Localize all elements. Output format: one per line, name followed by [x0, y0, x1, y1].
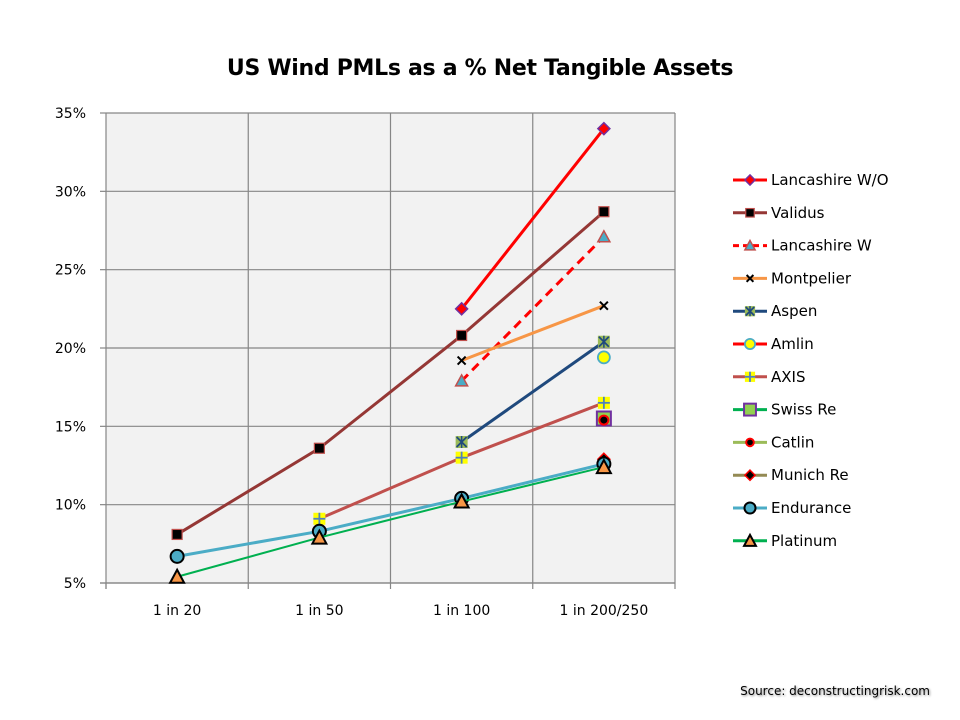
- legend-item-validus: Validus: [733, 204, 825, 222]
- legend-label: Lancashire W/O: [771, 171, 889, 189]
- legend-marker: [744, 371, 756, 382]
- legend-label: Lancashire W: [771, 237, 872, 255]
- series-line-endurance: [176, 462, 605, 558]
- data-point-aspen: [455, 436, 468, 448]
- legend-marker: [744, 337, 757, 350]
- legend-marker: [743, 173, 757, 187]
- legend-label: Platinum: [771, 532, 837, 550]
- series-line-platinum: [176, 466, 605, 578]
- series-line-montpelier: [461, 304, 605, 362]
- data-point-axis: [313, 512, 326, 525]
- gridlines: [106, 112, 676, 584]
- y-tick-label: 30%: [55, 184, 86, 200]
- legend-item-axis: AXIS: [733, 368, 805, 386]
- marker-stroke: [456, 355, 467, 366]
- legend-marker: [745, 437, 755, 448]
- data-point-lancashire-w-o: [596, 121, 611, 136]
- x-tick-label: 1 in 20: [153, 603, 201, 619]
- series-lancashire-w-o: [454, 121, 611, 316]
- legend-label: Catlin: [771, 433, 814, 451]
- legend-label: Endurance: [771, 499, 851, 517]
- data-point-validus: [598, 206, 610, 218]
- legend-item-lancashire-w: Lancashire W: [733, 237, 872, 255]
- data-point-amlin: [596, 350, 611, 365]
- axes: 5% 10% 15% 20% 25% 30% 35% 1 in 20 1 in 50 1 in 1…: [55, 106, 676, 619]
- series-aspen: [455, 335, 610, 448]
- legend-marker: [745, 274, 755, 283]
- legend-marker: [743, 402, 757, 417]
- y-tick-label: 25%: [55, 263, 86, 279]
- data-point-catlin: [598, 414, 610, 426]
- series-catlin: [598, 414, 610, 426]
- data-point-platinum: [310, 528, 329, 545]
- legend-item-montpelier: Montpelier: [733, 269, 852, 287]
- legend-label: Montpelier: [771, 269, 852, 287]
- data-point-aspen: [597, 335, 610, 348]
- series-montpelier: [456, 300, 609, 366]
- legend-label: Amlin: [771, 335, 814, 353]
- source-note: Source: deconstructingrisk.com: [740, 684, 930, 698]
- data-point-montpelier: [599, 300, 609, 311]
- legend-item-amlin: Amlin: [733, 335, 814, 353]
- y-tick-label: 15%: [55, 419, 86, 435]
- y-tick-label: 20%: [55, 341, 86, 357]
- legend-marker: [744, 306, 756, 317]
- legend-marker: [742, 532, 758, 547]
- data-point-axis: [455, 451, 468, 464]
- data-point-platinum: [168, 567, 186, 584]
- series-line-lancashire-w-o: [460, 127, 606, 310]
- legend: Lancashire W/O Validus Lancashire W Montpel…: [733, 171, 889, 550]
- data-point-lancashire-w: [454, 373, 469, 387]
- legend-item-aspen: Aspen: [733, 302, 817, 320]
- legend-label: Aspen: [771, 302, 817, 320]
- series-axis: [313, 396, 610, 525]
- x-tick-label: 1 in 50: [295, 603, 343, 619]
- x-tick-label: 1 in 200/250: [560, 603, 649, 619]
- legend-item-endurance: Endurance: [733, 499, 851, 517]
- data-point-validus: [171, 528, 183, 541]
- legend-item-platinum: Platinum: [733, 532, 837, 550]
- data-point-platinum: [452, 492, 471, 509]
- legend-marker: [745, 207, 755, 218]
- series-lancashire-w: [454, 229, 612, 387]
- legend-marker: [743, 501, 757, 515]
- y-tick-label: 5%: [64, 576, 86, 592]
- legend-marker: [743, 238, 757, 251]
- series-line-aspen: [460, 340, 605, 444]
- legend-item-catlin: Catlin: [733, 433, 814, 451]
- series-line-validus: [176, 210, 605, 536]
- data-point-endurance: [169, 548, 185, 564]
- data-point-montpelier: [456, 355, 467, 366]
- y-tick-label: 10%: [55, 498, 86, 514]
- legend-item-lancashire-w-o: Lancashire W/O: [733, 171, 889, 189]
- y-tick-label: 35%: [55, 106, 86, 122]
- legend-marker: [743, 469, 757, 482]
- data-point-axis: [597, 396, 610, 409]
- data-point-lancashire-w-o: [454, 301, 469, 316]
- series-amlin: [596, 350, 611, 365]
- data-point-lancashire-w: [596, 229, 612, 243]
- series-platinum: [168, 457, 613, 584]
- series-line-lancashire-w: [460, 235, 605, 382]
- legend-label: AXIS: [771, 368, 805, 386]
- x-tick-label: 1 in 100: [433, 603, 490, 619]
- legend-item-swiss-re: Swiss Re: [733, 401, 836, 419]
- data-point-validus: [313, 442, 325, 454]
- data-point-platinum: [595, 457, 613, 475]
- chart-title: US Wind PMLs as a % Net Tangible Assets: [226, 56, 734, 81]
- legend-label: Munich Re: [771, 466, 849, 484]
- legend-item-munich-re: Munich Re: [733, 466, 849, 484]
- data-point-validus: [456, 329, 468, 342]
- marker-stroke: [599, 300, 609, 311]
- marker-stroke: [745, 274, 755, 283]
- series-validus: [171, 206, 610, 541]
- legend-label: Validus: [771, 204, 825, 222]
- legend-label: Swiss Re: [771, 401, 836, 419]
- series-group: [168, 121, 613, 584]
